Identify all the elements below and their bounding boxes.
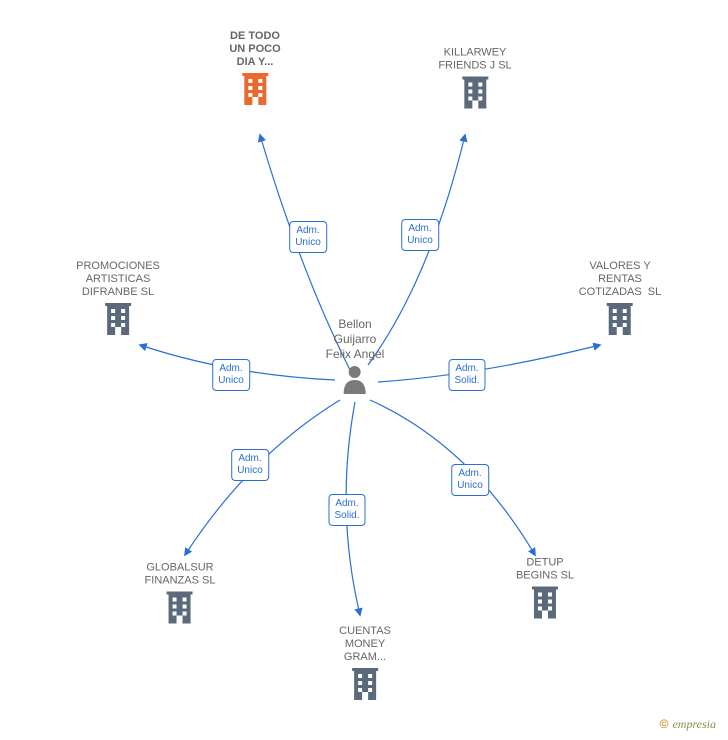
- company-node-cuentas[interactable]: CUENTAS MONEY GRAM...: [339, 625, 391, 705]
- building-icon: [76, 303, 160, 340]
- edge-label-detodo: Adm. Unico: [289, 221, 327, 253]
- company-label: CUENTAS MONEY GRAM...: [339, 625, 391, 664]
- edge-label-detup: Adm. Unico: [451, 464, 489, 496]
- building-icon: [579, 303, 662, 340]
- company-label: PROMOCIONES ARTISTICAS DIFRANBE SL: [76, 260, 160, 299]
- building-icon: [229, 73, 280, 110]
- company-label: GLOBALSUR FINANZAS SL: [145, 562, 216, 588]
- company-label: KILLARWEY FRIENDS J SL: [438, 47, 511, 73]
- building-icon: [516, 587, 574, 624]
- company-node-killarwey[interactable]: KILLARWEY FRIENDS J SL: [438, 47, 511, 114]
- center-person-node[interactable]: Bellon Guijarro Felix Angel: [326, 317, 385, 399]
- edge-label-promo: Adm. Unico: [212, 359, 250, 391]
- edge-valores: [378, 345, 600, 382]
- building-icon: [145, 592, 216, 629]
- copyright-text: empresia: [672, 717, 716, 731]
- edge-label-killarwey: Adm. Unico: [401, 219, 439, 251]
- company-label: VALORES Y RENTAS COTIZADAS SL: [579, 260, 662, 299]
- company-node-detodo[interactable]: DE TODO UN POCO DIA Y...: [229, 30, 280, 110]
- copyright: ©empresia: [660, 717, 716, 732]
- person-icon: [326, 364, 385, 399]
- company-node-promo[interactable]: PROMOCIONES ARTISTICAS DIFRANBE SL: [76, 260, 160, 340]
- building-icon: [438, 77, 511, 114]
- edge-label-globalsur: Adm. Unico: [231, 449, 269, 481]
- company-node-globalsur[interactable]: GLOBALSUR FINANZAS SL: [145, 562, 216, 629]
- center-person-label: Bellon Guijarro Felix Angel: [326, 317, 385, 362]
- company-label: DETUP BEGINS SL: [516, 557, 574, 583]
- company-label: DE TODO UN POCO DIA Y...: [229, 30, 280, 69]
- edge-label-cuentas: Adm. Solid.: [328, 494, 365, 526]
- diagram-canvas: Bellon Guijarro Felix Angel DE TODO UN P…: [0, 0, 728, 740]
- company-node-valores[interactable]: VALORES Y RENTAS COTIZADAS SL: [579, 260, 662, 340]
- copyright-symbol: ©: [660, 717, 669, 731]
- company-node-detup[interactable]: DETUP BEGINS SL: [516, 557, 574, 624]
- edge-label-valores: Adm. Solid.: [448, 359, 485, 391]
- building-icon: [339, 668, 391, 705]
